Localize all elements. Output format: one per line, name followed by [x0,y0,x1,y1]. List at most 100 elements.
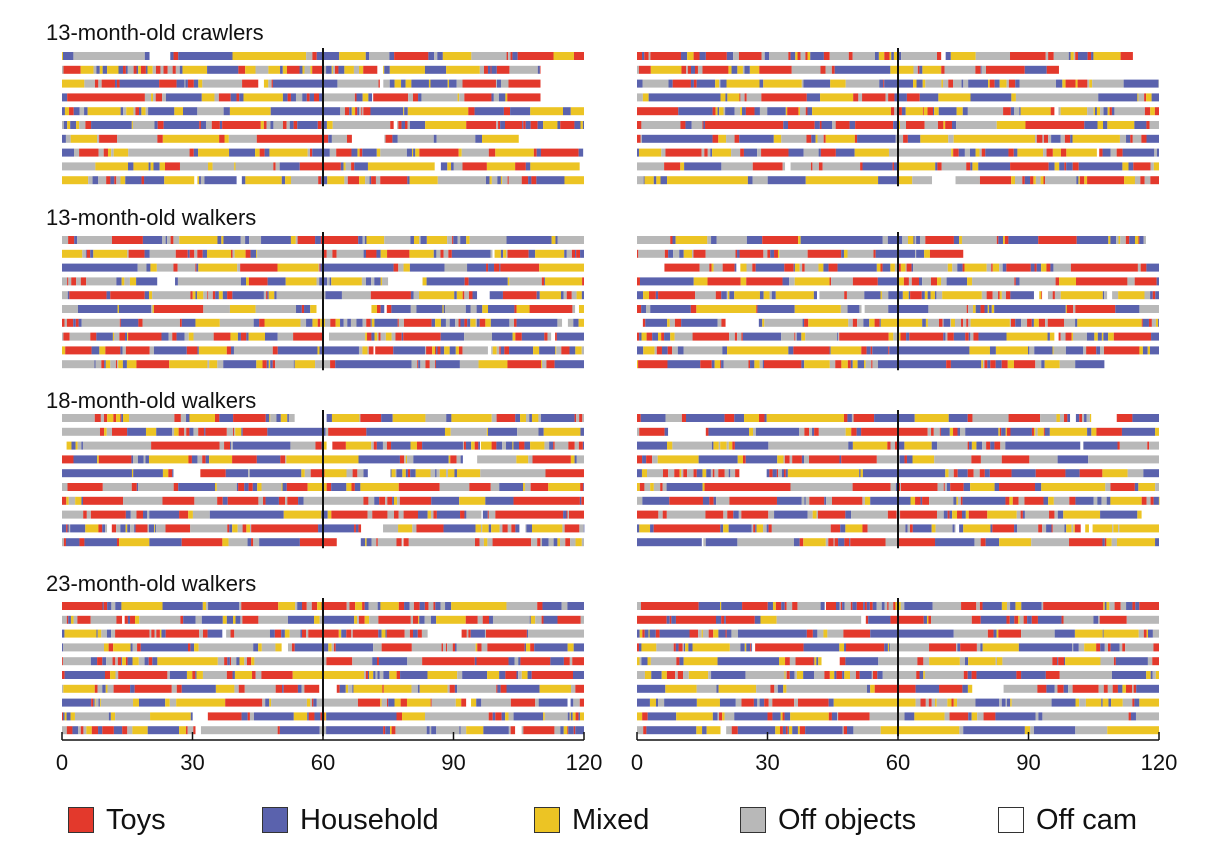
segment-toys [181,538,223,547]
segment-off-objects [944,712,950,721]
segment-toys [756,305,758,313]
segment-off-objects [127,249,129,258]
segment-household [313,698,317,707]
segment-household [326,712,397,721]
segment-household [227,657,230,666]
segment-household [193,79,199,88]
segment-toys [251,538,254,547]
segment-mixed [232,524,238,533]
segment-toys [953,427,958,436]
segment-toys [1058,332,1061,341]
segment-household [289,121,294,129]
segment-toys [299,538,337,547]
segment-toys [110,291,145,300]
segment-toys [957,510,962,519]
segment-toys [85,121,92,129]
segment-off-objects [924,671,964,679]
segment-toys [732,441,735,450]
segment-off-objects [68,524,71,533]
segment-household [792,726,798,735]
segment-toys [979,176,1012,185]
segment-household [241,712,248,721]
segment-off-objects [992,291,999,300]
segment-toys [179,510,189,519]
segment-off-objects [714,469,719,478]
segment-off-objects [380,148,407,157]
segment-household [391,305,411,313]
segment-off-objects [641,121,681,129]
segment-toys [212,291,216,300]
segment-off-objects [729,332,735,341]
segment-household [222,496,228,505]
segment-off-objects [901,52,937,60]
segment-toys [1038,318,1046,327]
segment-toys [1139,602,1159,610]
segment-toys [788,121,815,129]
segment-household [377,602,381,610]
segment-off-cam [1080,524,1086,533]
segment-household [563,510,567,519]
segment-off-objects [637,65,639,74]
segment-household [811,134,816,143]
segment-toys [1006,615,1010,624]
segment-toys [159,79,177,88]
segment-mixed [447,162,452,171]
segment-household [782,277,790,286]
segment-off-objects [953,629,988,638]
segment-household [195,291,198,300]
segment-off-objects [383,79,390,88]
segment-toys [407,469,411,478]
segment-household [834,671,837,679]
segment-off-objects [521,726,524,735]
segment-mixed [749,427,754,436]
segment-household [726,629,732,638]
segment-toys [398,602,405,610]
segment-mixed [718,684,757,693]
segment-toys [358,524,362,533]
legend-label-off-cam: Off cam [1036,804,1137,836]
segment-off-cam [173,469,201,478]
segment-mixed [482,305,489,313]
segment-mixed [949,427,954,436]
segment-toys [400,698,407,707]
segment-toys [874,318,880,327]
segment-off-objects [336,249,364,258]
segment-mixed [383,65,385,74]
segment-off-objects [1147,657,1153,666]
segment-mixed [910,496,916,505]
segment-off-objects [648,52,651,60]
segment-toys [395,332,402,341]
segment-household [649,629,656,638]
segment-mixed [444,427,451,436]
segment-mixed [667,318,670,327]
segment-off-cam [1091,414,1117,422]
segment-toys [1148,318,1152,327]
segment-off-objects [893,332,900,341]
segment-toys [675,615,716,624]
segment-household [1006,698,1011,707]
segment-mixed [365,538,367,547]
segment-toys [131,483,137,491]
segment-household [793,538,800,547]
segment-off-cam [637,318,643,327]
segment-toys [1141,134,1147,143]
segment-household [516,671,519,679]
segment-household [1056,79,1063,88]
segment-mixed [680,162,685,171]
segment-household [411,79,429,88]
segment-toys [1140,263,1147,272]
segment-off-objects [542,360,547,369]
segment-household [889,643,891,652]
segment-household [91,346,100,355]
segment-mixed [278,602,296,610]
segment-toys [572,657,584,666]
segment-household [774,510,808,519]
segment-off-cam [785,162,791,171]
segment-mixed [914,712,945,721]
segment-household [961,79,964,88]
segment-household [468,277,508,286]
segment-off-objects [62,332,64,341]
segment-household [1097,332,1102,341]
segment-mixed [380,698,382,707]
segment-mixed [409,249,434,258]
